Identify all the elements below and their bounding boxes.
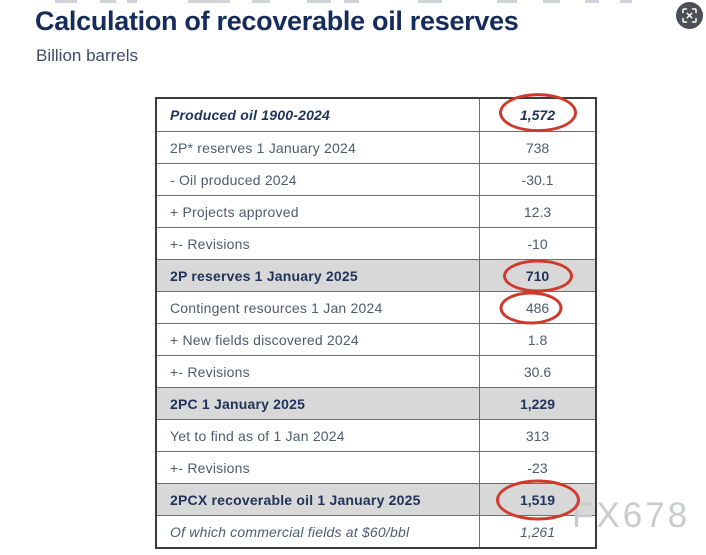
crop-artifact <box>418 0 442 3</box>
row-label: 2PCX recoverable oil 1 January 2025 <box>170 491 421 508</box>
row-value: 738 <box>479 132 595 163</box>
row-value-text: 313 <box>525 427 550 444</box>
table-row: Yet to find as of 1 Jan 2024 313 <box>157 419 595 451</box>
page-subtitle: Billion barrels <box>36 46 139 65</box>
crop-artifact <box>307 0 331 3</box>
row-label: +- Revisions <box>170 235 250 252</box>
row-value: 12.3 <box>479 196 595 227</box>
table-row: + Projects approved 12.3 <box>157 195 595 227</box>
table-row: 2PC 1 January 2025 1,229 <box>157 387 595 419</box>
scan-brackets-icon <box>682 8 697 23</box>
row-value: -30.1 <box>479 164 595 195</box>
table-row: Of which commercial fields at $60/bbl 1,… <box>157 515 595 547</box>
crop-artifact <box>344 0 359 3</box>
row-value-text: -23 <box>527 459 548 476</box>
table-row: 2P reserves 1 January 2025 710 <box>157 259 595 292</box>
crop-artifact <box>127 0 137 3</box>
row-value: 710 <box>479 259 595 292</box>
crop-artifact <box>585 0 599 3</box>
row-value-text: 486 <box>525 299 550 316</box>
row-label: 2P reserves 1 January 2025 <box>170 267 358 284</box>
row-value-text: -10 <box>527 235 548 252</box>
table-row: 2PCX recoverable oil 1 January 2025 1,51… <box>157 479 595 520</box>
row-value-text: 710 <box>525 267 550 284</box>
row-value: -10 <box>479 228 595 259</box>
row-label: Of which commercial fields at $60/bbl <box>170 523 410 540</box>
row-value: 313 <box>479 420 595 451</box>
row-value-text: 738 <box>525 139 550 156</box>
table-row: +- Revisions -23 <box>157 451 595 483</box>
crop-artifact <box>497 0 517 3</box>
crop-artifact <box>252 0 270 3</box>
row-label: Produced oil 1900-2024 <box>170 107 331 123</box>
row-label: + New fields discovered 2024 <box>170 331 359 348</box>
row-value: 1,572 <box>479 93 595 133</box>
row-value: 486 <box>479 291 595 324</box>
table-row: - Oil produced 2024 -30.1 <box>157 163 595 195</box>
row-label: Yet to find as of 1 Jan 2024 <box>170 427 345 444</box>
row-value-text: -30.1 <box>521 171 554 188</box>
row-value-text: 1,261 <box>519 523 556 540</box>
row-label: 2P* reserves 1 January 2024 <box>170 139 356 156</box>
row-label: +- Revisions <box>170 363 250 380</box>
row-value-text: 1.8 <box>527 331 548 348</box>
crop-artifact <box>100 0 116 3</box>
crop-artifact <box>55 0 77 3</box>
row-value-text: 1,572 <box>519 107 556 123</box>
table-row: +- Revisions -10 <box>157 227 595 259</box>
row-value-text: 1,519 <box>519 491 556 508</box>
scan-fullscreen-icon[interactable] <box>676 2 703 29</box>
page-title: Calculation of recoverable oil reserves <box>35 6 519 36</box>
row-value: -23 <box>479 452 595 483</box>
row-label: - Oil produced 2024 <box>170 171 297 188</box>
row-value-text: 12.3 <box>523 203 552 220</box>
row-label: + Projects approved <box>170 203 299 220</box>
reserves-table: Produced oil 1900-2024 1,572 2P* reserve… <box>155 93 597 549</box>
row-value: 1.8 <box>479 324 595 355</box>
crop-artifact <box>543 0 560 3</box>
table-row: 2P* reserves 1 January 2024 738 <box>157 131 595 163</box>
row-label: 2PC 1 January 2025 <box>170 395 306 412</box>
row-value-text: 1,229 <box>519 395 556 412</box>
row-value-text: 30.6 <box>523 363 552 380</box>
table-row: +- Revisions 30.6 <box>157 355 595 387</box>
row-value: 1,261 <box>479 516 595 547</box>
row-label: Contingent resources 1 Jan 2024 <box>170 299 383 316</box>
watermark: FX678 <box>572 496 691 535</box>
row-label: +- Revisions <box>170 459 250 476</box>
crop-artifact <box>620 0 632 3</box>
crop-artifact <box>188 0 230 3</box>
row-value: 1,229 <box>479 388 595 419</box>
table-row: + New fields discovered 2024 1.8 <box>157 323 595 355</box>
table-row: Contingent resources 1 Jan 2024 486 <box>157 291 595 324</box>
row-value: 30.6 <box>479 356 595 387</box>
table-row: Produced oil 1900-2024 1,572 <box>157 93 595 133</box>
